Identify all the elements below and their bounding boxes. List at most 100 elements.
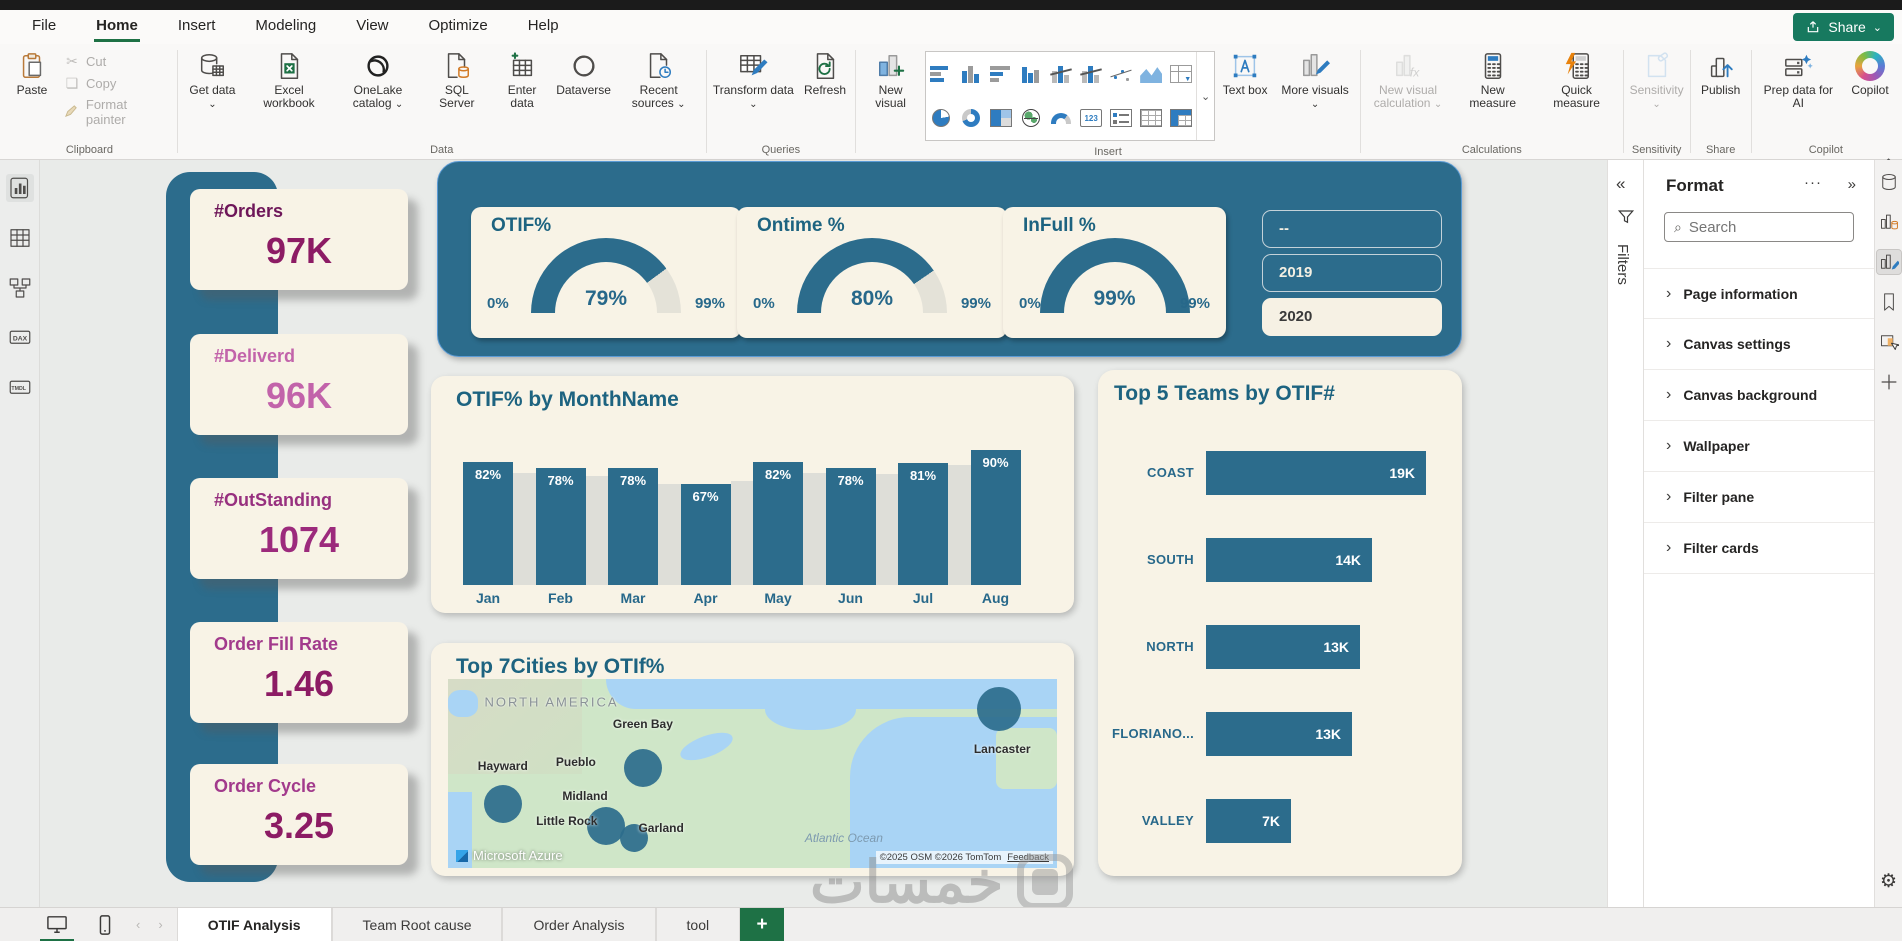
visual-type-scatter-icon[interactable] (1107, 54, 1135, 94)
year-slicer-all[interactable]: -- (1262, 210, 1442, 248)
city-bubble[interactable] (977, 687, 1022, 732)
feedback-link[interactable]: Feedback (1007, 852, 1049, 863)
menu-modeling[interactable]: Modeling (255, 17, 317, 34)
month-bar[interactable]: 82% (463, 462, 513, 585)
city-bubble[interactable] (623, 748, 662, 787)
format-section-filter-pane[interactable]: › Filter pane (1644, 472, 1874, 523)
get-data-button[interactable]: Get data ⌄ (181, 47, 244, 113)
visual-type-combo-icon[interactable] (1047, 54, 1075, 94)
visual-type-barh-icon[interactable] (927, 54, 955, 94)
city-bubble[interactable] (619, 823, 648, 852)
new-measure-button[interactable]: New measure (1453, 47, 1533, 112)
prev-page-icon[interactable]: ‹ (136, 917, 141, 932)
kpi-card-order-cycle[interactable]: Order Cycle 3.25 (190, 764, 408, 865)
menu-view[interactable]: View (356, 17, 389, 34)
menu-home[interactable]: Home (78, 10, 156, 44)
build-visual-pane-button[interactable] (1877, 210, 1901, 234)
month-bar[interactable]: 67% (680, 484, 731, 585)
dataverse-button[interactable]: Dataverse (553, 47, 613, 99)
gauge-band[interactable]: OTIF% 79% 0% 99% Ontime % 80% 0% 99% InF… (437, 161, 1462, 357)
page-tab-otif-analysis[interactable]: OTIF Analysis (176, 908, 332, 941)
month-bar[interactable]: 90% (970, 450, 1021, 585)
desktop-layout-button[interactable] (40, 915, 74, 941)
recent-sources-button[interactable]: Recent sources ⌄ (615, 47, 703, 113)
menu-file[interactable]: File (32, 17, 57, 34)
format-painter-button[interactable]: Format painter (64, 97, 170, 127)
gauge-infull[interactable]: InFull % 99% 0% 99% (1003, 207, 1226, 338)
gauge-otif[interactable]: OTIF% 79% 0% 99% (471, 207, 741, 338)
visual-type-combo2-icon[interactable] (1077, 54, 1105, 94)
quick-measure-button[interactable]: Quick measure (1533, 47, 1619, 112)
report-canvas[interactable]: #Orders 97K #Deliverd 96K #OutStanding 1… (40, 160, 1607, 915)
format-visual-pane-button[interactable] (1875, 249, 1902, 275)
gallery-expand-icon[interactable]: ⌄ (1196, 52, 1214, 140)
month-bar[interactable]: 82% (753, 462, 803, 585)
format-section-canvas-settings[interactable]: › Canvas settings (1644, 319, 1874, 370)
text-box-button[interactable]: Text box (1218, 47, 1272, 99)
excel-workbook-button[interactable]: Excel workbook (245, 47, 333, 112)
mobile-layout-button[interactable] (94, 914, 116, 935)
format-search-box[interactable]: ⌕ (1664, 212, 1854, 242)
otif-by-month-chart[interactable]: OTIF% by MonthName 82% 78% 78% 67% 82% 7… (431, 376, 1074, 613)
filter-funnel-icon[interactable] (1617, 208, 1635, 231)
azure-map[interactable]: NORTH AMERICA Atlantic Ocean Green Bay H… (448, 679, 1057, 868)
top-cities-map[interactable]: Top 7Cities by OTIf% NORTH AMERICA Atlan… (431, 643, 1074, 876)
visual-type-table-icon[interactable] (1137, 98, 1165, 138)
kpi-card-fill-rate[interactable]: Order Fill Rate 1.46 (190, 622, 408, 723)
report-view-button[interactable] (5, 174, 34, 202)
menu-help[interactable]: Help (527, 17, 559, 34)
copy-button[interactable]: ❏ Copy (65, 75, 117, 91)
visual-type-slicer-icon[interactable] (1107, 98, 1135, 138)
kpi-card-delivered[interactable]: #Deliverd 96K (190, 334, 408, 435)
data-pane-button[interactable] (1877, 170, 1901, 194)
visual-type-pie-icon[interactable] (927, 98, 955, 138)
selection-pane-button[interactable] (1877, 330, 1901, 354)
visual-type-col-icon[interactable] (957, 54, 985, 94)
month-bar[interactable]: 81% (898, 463, 948, 585)
kpi-card-outstanding[interactable]: #OutStanding 1074 (190, 478, 408, 579)
model-view-button[interactable] (6, 274, 34, 302)
page-tab-order-analysis[interactable]: Order Analysis (502, 908, 656, 941)
copilot-button[interactable]: Copilot (1843, 47, 1897, 99)
visual-type-globe-icon[interactable] (1017, 98, 1045, 138)
visual-type-tablefilter-icon[interactable] (1167, 54, 1195, 94)
cut-button[interactable]: ✂ Cut (64, 53, 170, 69)
sql-server-button[interactable]: SQL Server (423, 47, 491, 112)
month-bar[interactable]: 78% (825, 468, 876, 585)
year-slicer-2019[interactable]: 2019 (1262, 254, 1442, 292)
search-input[interactable] (1688, 218, 1829, 236)
tmdl-view-button[interactable]: TMDL (6, 374, 34, 402)
table-view-button[interactable] (6, 224, 34, 252)
format-section-page-information[interactable]: › Page information (1644, 268, 1874, 319)
visual-type-matrix-icon[interactable] (1167, 98, 1195, 138)
menu-insert[interactable]: Insert (177, 17, 216, 34)
city-bubble[interactable] (587, 807, 626, 846)
visual-type-card123-icon[interactable] (1077, 98, 1105, 138)
month-bar[interactable]: 78% (608, 468, 658, 585)
visual-type-col2-icon[interactable] (1017, 54, 1045, 94)
team-bar[interactable]: 19K (1206, 451, 1426, 495)
refresh-button[interactable]: Refresh (798, 47, 852, 99)
page-tab-team-root-cause[interactable]: Team Root cause (331, 908, 503, 941)
page-tab-tool[interactable]: tool (655, 908, 741, 941)
format-section-wallpaper[interactable]: › Wallpaper (1644, 421, 1874, 472)
next-page-icon[interactable]: › (158, 917, 163, 932)
visual-type-gauge-icon[interactable] (1047, 98, 1075, 138)
collapse-pane-icon[interactable]: » (1847, 176, 1856, 193)
share-button[interactable]: Share ⌄ (1793, 13, 1894, 41)
team-bar[interactable]: 13K (1206, 625, 1360, 669)
transform-data-button[interactable]: Transform data ⌄ (710, 47, 797, 113)
publish-button[interactable]: Publish (1694, 47, 1748, 99)
visual-type-donut-icon[interactable] (957, 98, 985, 138)
paste-button[interactable]: Paste (5, 47, 59, 99)
visual-type-treemap-icon[interactable] (987, 98, 1015, 138)
visual-type-barh2-icon[interactable] (987, 54, 1015, 94)
menu-optimize[interactable]: Optimize (428, 17, 488, 34)
sensitivity-button[interactable]: Sensitivity ⌄ (1627, 47, 1687, 113)
new-visual-button[interactable]: New visual (859, 47, 922, 112)
top-teams-chart[interactable]: Top 5 Teams by OTIF# COAST 19K SOUTH 14K… (1098, 370, 1462, 876)
new-page-button[interactable]: + (740, 908, 785, 941)
bookmarks-pane-button[interactable] (1877, 290, 1901, 314)
city-bubble[interactable] (483, 784, 522, 823)
settings-gear-icon[interactable]: ⚙ (1879, 871, 1898, 892)
